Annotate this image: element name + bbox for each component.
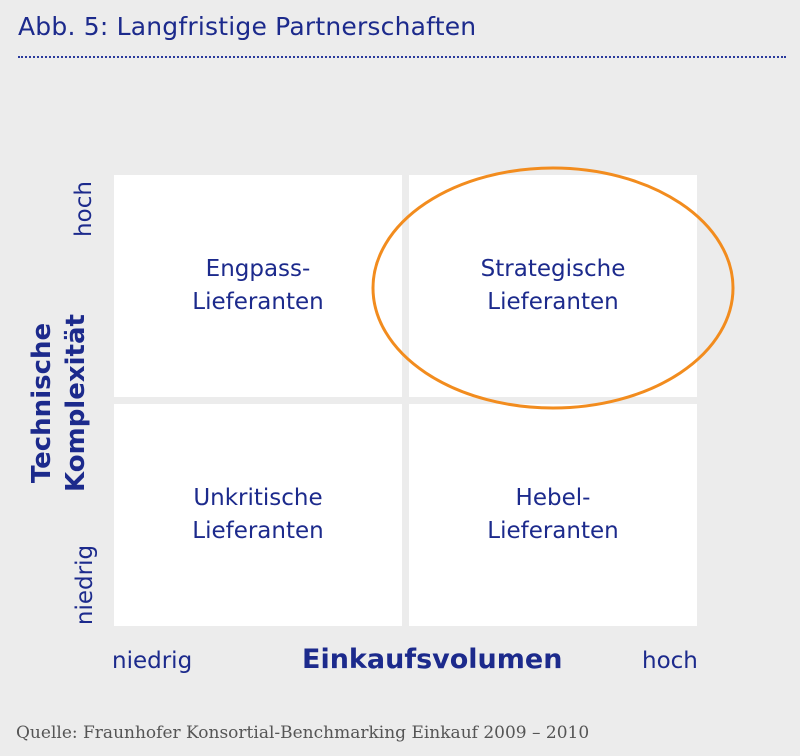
quadrant-label-line1: Strategische bbox=[480, 256, 626, 282]
y-axis-title-line1: Technische bbox=[27, 322, 57, 484]
quadrant-label: Engpass- Lieferanten bbox=[192, 253, 323, 319]
quadrant-label-line1: Engpass- bbox=[205, 256, 311, 282]
y-axis-title: Technische Komplexität bbox=[25, 308, 95, 498]
y-axis-title-line2: Komplexität bbox=[61, 314, 91, 492]
title-divider bbox=[18, 56, 786, 58]
quadrant-label-line1: Hebel- bbox=[515, 485, 591, 511]
quadrant-label-line2: Lieferanten bbox=[487, 518, 619, 544]
figure-title: Abb. 5: Langfristige Partnerschaften bbox=[18, 12, 477, 41]
quadrant-label: Unkritische Lieferanten bbox=[192, 482, 323, 548]
x-axis-high-label: hoch bbox=[642, 648, 698, 674]
x-axis-low-label: niedrig bbox=[112, 648, 193, 674]
quadrant-engpass: Engpass- Lieferanten bbox=[114, 175, 402, 397]
quadrant-strategische: Strategische Lieferanten bbox=[409, 175, 697, 397]
quadrant-label-line2: Lieferanten bbox=[487, 289, 619, 315]
quadrant-label-line2: Lieferanten bbox=[192, 289, 324, 315]
source-note: Quelle: Fraunhofer Konsortial-Benchmarki… bbox=[16, 723, 590, 743]
quadrant-hebel: Hebel- Lieferanten bbox=[409, 404, 697, 626]
quadrant-label: Hebel- Lieferanten bbox=[487, 482, 618, 548]
quadrant-label-line2: Lieferanten bbox=[192, 518, 324, 544]
y-axis-high-label: hoch bbox=[71, 181, 97, 237]
y-axis-low-label: niedrig bbox=[72, 544, 98, 626]
quadrant-unkritische: Unkritische Lieferanten bbox=[114, 404, 402, 626]
quadrant-label: Strategische Lieferanten bbox=[481, 253, 626, 319]
quadrant-label-line1: Unkritische bbox=[193, 485, 323, 511]
x-axis-title: Einkaufsvolumen bbox=[302, 644, 563, 675]
